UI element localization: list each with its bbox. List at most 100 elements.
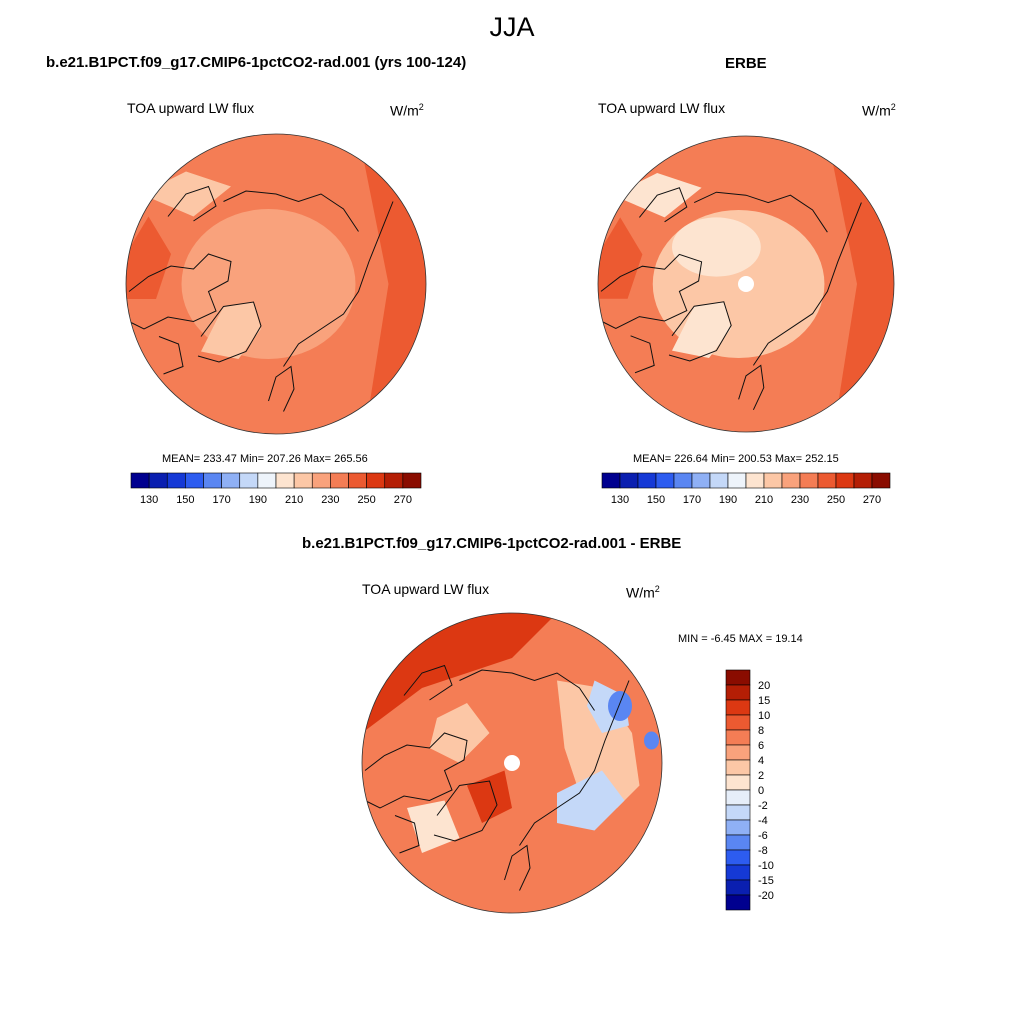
colorbar-1-swatch [348, 472, 367, 489]
colorbar-1-swatch [402, 472, 422, 489]
panel2-stats: MEAN= 226.64 Min= 200.53 Max= 252.15 [633, 453, 839, 465]
colorbar-1-swatch [293, 472, 313, 489]
colorbar-3-swatch [725, 819, 751, 836]
map-1-arctic-core [181, 209, 356, 359]
colorbar-2-swatch [763, 472, 783, 489]
panel2-title: ERBE [725, 55, 767, 72]
panel2-units-base: W/m [862, 102, 891, 119]
colorbar-3-tick-label: 15 [758, 695, 770, 707]
colorbar-3-tick-label: -15 [758, 875, 774, 887]
colorbar-3-tick-label: -6 [758, 830, 768, 842]
colorbar-3-tick-label: 8 [758, 725, 764, 737]
colorbar-3-swatch [725, 879, 751, 896]
panel3-units-exp: 2 [654, 584, 660, 594]
panel1-title: b.e21.B1PCT.f09_g17.CMIP6-1pctCO2-rad.00… [46, 54, 467, 71]
map-3-light-region [557, 680, 640, 808]
map-3-border [361, 612, 663, 914]
map-3-blue-spot-2 [644, 731, 659, 750]
map-3-coastline-7 [394, 815, 420, 854]
colorbar-1-swatch [384, 472, 404, 489]
colorbar-3-swatch [725, 684, 751, 701]
panel1-units-exp: 2 [418, 102, 424, 112]
map-1-coastline-7 [158, 336, 184, 375]
panel1-variable-label: TOA upward LW flux [127, 100, 255, 116]
colorbar-1-swatch [239, 472, 259, 489]
colorbar-1-tick-label: 190 [249, 494, 267, 506]
colorbar-2-tick-label: 130 [611, 494, 629, 506]
map-3-light-region-2 [429, 703, 490, 763]
colorbar-3-tick-label: 20 [758, 680, 770, 692]
panel1-stats: MEAN= 233.47 Min= 207.26 Max= 265.56 [162, 453, 368, 465]
map-3-blue-spot-1 [608, 691, 632, 721]
colorbar-1-swatch [130, 472, 150, 489]
map-1-coastline-4 [268, 365, 295, 412]
colorbar-1-tick-label: 250 [357, 494, 375, 506]
colorbar-3-tick-label: -8 [758, 845, 768, 857]
colorbar-3-tick-label: -2 [758, 800, 768, 812]
colorbar-3-swatch [725, 714, 751, 731]
colorbar-1-swatch [166, 472, 186, 489]
map-2-coastline-7 [630, 335, 655, 374]
colorbar-2-swatch [709, 472, 729, 489]
panel2-units-exp: 2 [890, 102, 896, 112]
colorbar-2-swatch [853, 472, 873, 489]
colorbar-1-swatch [366, 472, 386, 489]
colorbar-2-swatch [673, 472, 693, 489]
colorbar-1-swatch [275, 472, 295, 489]
map-2-greenland-field [672, 301, 732, 358]
map-1 [126, 134, 426, 434]
colorbar-2-swatch [835, 472, 855, 489]
colorbar-1-tick-label: 150 [176, 494, 194, 506]
colorbar-2-tick-label: 230 [791, 494, 809, 506]
colorbar-2-swatch [799, 472, 819, 489]
map-2-coastline-4 [738, 364, 765, 411]
colorbar-1-swatch [311, 472, 331, 489]
panel3-variable-label: TOA upward LW flux [362, 581, 490, 597]
map-3-coastline-3 [519, 680, 630, 846]
map-3-coastline-4 [504, 844, 531, 891]
colorbar-3-tick-label: -20 [758, 890, 774, 902]
panel3-stats: MIN = -6.45 MAX = 19.14 [678, 633, 803, 645]
colorbar-3-tick-label: 10 [758, 710, 770, 722]
map-1-coastline-2 [197, 301, 262, 363]
panel3-title: b.e21.B1PCT.f09_g17.CMIP6-1pctCO2-rad.00… [302, 535, 682, 552]
map-3-coastline-2 [433, 780, 498, 842]
colorbar-3-swatch [725, 759, 751, 776]
colorbar-2-tick-label: 250 [827, 494, 845, 506]
panel1-units: W/m2 [390, 102, 424, 119]
colorbar-3-swatch [725, 834, 751, 851]
panel3-units-base: W/m [626, 584, 655, 601]
map-2-coastline-6 [639, 187, 688, 223]
map-3-white-region [407, 800, 460, 853]
colorbar-1-tick-label: 170 [212, 494, 230, 506]
panel2-units: W/m2 [862, 102, 896, 119]
colorbar-2-swatch [781, 472, 801, 489]
map-1-coastline-5 [223, 190, 359, 232]
map-2-warm-patch [598, 217, 643, 299]
colorbar-3-swatch [725, 804, 751, 821]
colorbar-1-swatch [148, 472, 168, 489]
map-2-warm-band [827, 136, 894, 425]
colorbar-2-tick-label: 210 [755, 494, 773, 506]
map-2-coastline-2 [668, 301, 732, 362]
colorbar-3-swatch [725, 669, 751, 686]
colorbar-1-tick-label: 130 [140, 494, 158, 506]
colorbar-3-tick-label: 2 [758, 770, 764, 782]
colorbar-2-swatch [637, 472, 657, 489]
map-1-coastline-6 [167, 185, 217, 222]
map-3-coastline-1 [364, 732, 468, 809]
panel3-units: W/m2 [626, 584, 660, 601]
colorbar-1-tick-label: 270 [394, 494, 412, 506]
map-1-warm-patch [126, 216, 171, 299]
map-2-coastline-5 [693, 191, 828, 233]
map-1-greenland-field [201, 302, 261, 359]
map-3-cool-region-2 [557, 770, 625, 831]
colorbar-3-swatch [725, 849, 751, 866]
map-3-pole-hole [504, 755, 520, 771]
colorbar-1-swatch [330, 472, 349, 489]
colorbar-2-swatch [619, 472, 639, 489]
colorbar-3-swatch [725, 774, 751, 791]
map-2-coastline-3 [752, 202, 862, 366]
